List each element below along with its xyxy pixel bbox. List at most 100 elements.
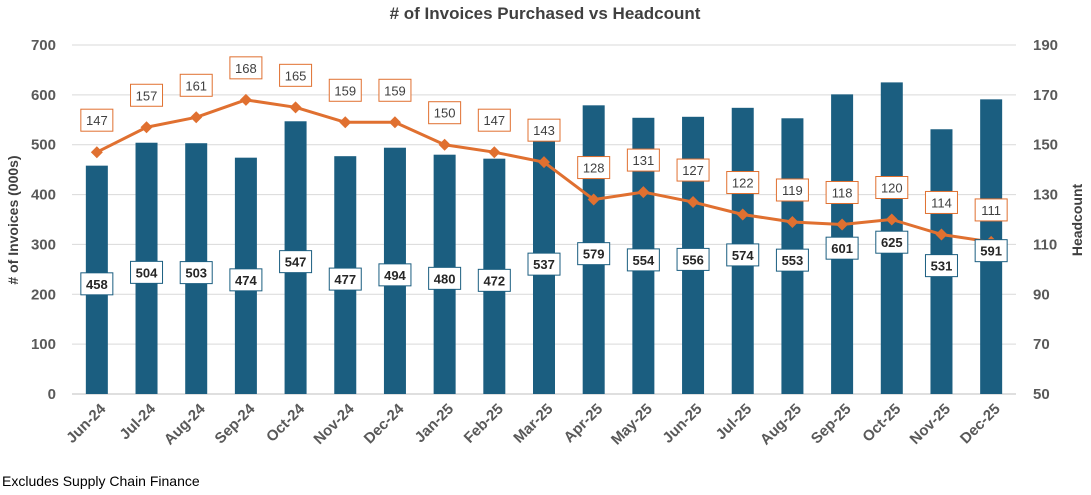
line-data-label: 143: [533, 123, 555, 138]
x-tick-label: Sep-24: [212, 400, 259, 447]
bar-data-label: 601: [831, 241, 853, 256]
bar-data-label: 531: [931, 259, 953, 274]
bar-label-box: [378, 263, 412, 287]
line-data-label: 111: [981, 203, 1001, 218]
x-tick-label: Oct-24: [263, 400, 308, 445]
line-data-label: 128: [583, 161, 605, 176]
line-point: [637, 186, 650, 199]
line-label-box: [229, 56, 263, 80]
bar-label-box: [974, 239, 1008, 263]
x-tick-label: Mar-25: [510, 401, 556, 447]
y-axis-left-label: # of Invoices (000s): [5, 155, 21, 284]
line-data-label: 168: [235, 61, 257, 76]
y-tick-left: 500: [31, 137, 56, 154]
bar-data-label: 480: [434, 271, 456, 286]
line-label-box: [80, 108, 114, 132]
bar-data-label: 547: [285, 255, 307, 270]
line-point: [289, 101, 302, 114]
bar-data-label: 591: [980, 244, 1002, 259]
y-tick-left: 600: [31, 87, 56, 104]
line-data-label: 118: [832, 185, 853, 200]
y-tick-left: 200: [31, 286, 56, 303]
bar-label-box: [229, 268, 263, 292]
x-tick-label: Apr-25: [561, 401, 607, 447]
bar-data-label: 472: [483, 273, 505, 288]
y-tick-right: 110: [1033, 236, 1057, 253]
line-point: [736, 208, 749, 221]
line-data-label: 150: [434, 106, 456, 121]
line-point: [239, 93, 252, 106]
line-point: [438, 138, 451, 151]
x-tick-label: Jun-24: [63, 400, 110, 447]
line-point: [190, 111, 203, 124]
y-axis-right-ticks: 50 70 90 110 130 150 170 190: [1033, 37, 1058, 403]
line-point: [90, 146, 103, 159]
bar-label-box: [477, 268, 511, 292]
y-tick-left: 700: [31, 37, 56, 54]
line-point: [388, 116, 401, 129]
line-point: [538, 156, 550, 169]
bar-data-label: 574: [732, 248, 754, 263]
bar-label-box: [179, 261, 213, 285]
line-point: [339, 116, 352, 129]
y-tick-left: 100: [31, 336, 56, 353]
y-axis-right-label: Headcount: [1069, 183, 1085, 256]
line-label-box: [577, 156, 611, 180]
bar-label-box: [875, 230, 909, 254]
bar-data-label: 537: [533, 257, 555, 272]
x-tick-label: Dec-24: [361, 400, 408, 447]
bar-data-label: 556: [682, 252, 704, 267]
bar-label-box: [676, 247, 710, 271]
x-tick-label: Aug-24: [161, 400, 209, 448]
x-tick-label: Jul-25: [713, 401, 756, 444]
line-label-box: [626, 148, 660, 172]
bar-data-label: 579: [583, 247, 605, 262]
x-tick-label: Jan-25: [412, 401, 458, 447]
x-axis-ticks: Jun-24 Jul-24 Aug-24 Sep-24 Oct-24 Nov-24 Dec-…: [63, 400, 1004, 448]
line-label-box: [477, 108, 511, 132]
line-data-label: 122: [732, 176, 754, 191]
bar-data-label: 474: [235, 273, 257, 288]
line-data-label: 127: [682, 163, 704, 178]
line-data-label: 165: [285, 68, 307, 83]
chart-title: # of Invoices Purchased vs Headcount: [390, 4, 701, 23]
bar-data-label: 625: [881, 235, 903, 250]
line-label-box: [279, 63, 313, 87]
bar-data-label: 494: [384, 268, 406, 283]
bar-label-box: [577, 242, 611, 266]
line-data-label: 147: [483, 113, 505, 128]
line-data-label: 120: [881, 181, 903, 196]
x-tick-label: Nov-24: [310, 400, 358, 448]
line-label-box: [428, 101, 462, 125]
bar-label-box: [775, 248, 809, 272]
x-tick-label: Jul-24: [116, 400, 159, 443]
line-label-box: [676, 158, 710, 182]
y-tick-right: 170: [1033, 87, 1058, 104]
line-data-label: 147: [86, 113, 108, 128]
x-tick-label: Nov-25: [907, 401, 954, 448]
bar-label-box: [527, 252, 561, 276]
x-tick-label: Dec-25: [957, 401, 1004, 448]
line-data-label: 159: [334, 83, 356, 98]
line-label-box: [328, 78, 362, 102]
bar-label-box: [825, 236, 859, 260]
line-point: [687, 196, 700, 209]
bar-label-box: [428, 266, 462, 290]
footnote: Excludes Supply Chain Finance: [2, 473, 200, 489]
line-point: [836, 218, 849, 231]
line-series: [90, 93, 998, 248]
y-tick-right: 190: [1033, 37, 1058, 54]
line-data-label: 131: [633, 153, 655, 168]
line-label-box: [825, 180, 859, 204]
x-tick-label: Oct-25: [859, 401, 904, 446]
bar-label-box: [726, 243, 760, 267]
line-label-box: [527, 118, 561, 142]
line-label-box: [924, 190, 958, 214]
y-tick-left: 300: [31, 236, 56, 253]
x-tick-label: May-25: [608, 401, 656, 449]
line-point: [587, 193, 600, 206]
bar-label-box: [130, 260, 164, 284]
bar-data-label: 458: [86, 277, 108, 292]
line-point: [140, 121, 153, 134]
